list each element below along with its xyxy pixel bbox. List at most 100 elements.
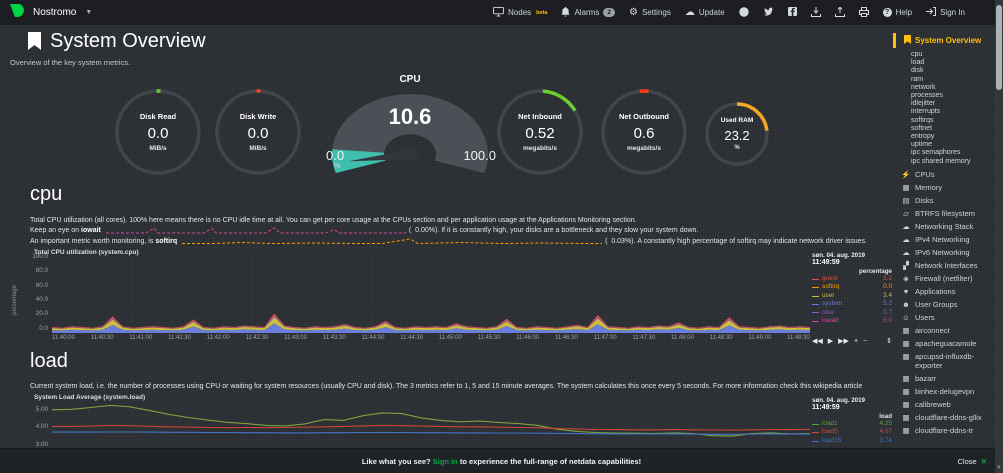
legend-row[interactable]: system 5.2 bbox=[812, 300, 892, 308]
facebook-button[interactable] bbox=[787, 7, 797, 18]
sidebar-item-label: cloudflare-ddns-tr bbox=[915, 425, 974, 435]
sidebar-subitem[interactable]: softirqs bbox=[911, 116, 934, 124]
bookmark-icon bbox=[28, 32, 41, 56]
sidebar-item[interactable]: ☺ Users bbox=[893, 311, 995, 324]
legend-row[interactable]: guest 1.2 bbox=[812, 275, 892, 283]
github-button[interactable] bbox=[738, 6, 749, 19]
page-scrollbar[interactable]: ▼ bbox=[995, 0, 1003, 473]
sidebar-item[interactable]: ▦ cloudflare-ddns-tr bbox=[893, 424, 995, 437]
section-heading-cpu: cpu bbox=[30, 183, 63, 205]
sidebar-item[interactable]: ☁ IPv4 Networking bbox=[893, 233, 995, 246]
legend-row[interactable]: load15 3.74 bbox=[812, 437, 892, 445]
used-ram-gauge[interactable]: Used RAM 23.2 % bbox=[704, 101, 770, 167]
nodes-button[interactable]: Nodes beta bbox=[493, 6, 547, 19]
sidebar-subitem[interactable]: load bbox=[911, 59, 925, 67]
xtick-label: 11:41:00 bbox=[129, 335, 153, 341]
sidebar-item-label: calibreweb bbox=[915, 399, 951, 409]
sidebar-subitem[interactable]: interrupts bbox=[911, 108, 941, 116]
chart-toolbar-button[interactable]: ▶▶ bbox=[838, 338, 849, 345]
legend-row[interactable]: iowait 0.0 bbox=[812, 317, 892, 325]
legend-dimension-name: nice bbox=[822, 308, 834, 316]
sidebar-item[interactable]: ☻ User Groups bbox=[893, 298, 995, 311]
cpu-chart-plot[interactable] bbox=[52, 258, 810, 333]
export-button[interactable] bbox=[834, 5, 845, 19]
xtick-label: 11:46:00 bbox=[516, 335, 540, 341]
xtick-label: 11:43:00 bbox=[284, 335, 308, 341]
sidebar-item[interactable]: ▤ Disks bbox=[893, 194, 995, 207]
help-button[interactable]: ? Help bbox=[882, 8, 912, 17]
cloud-icon: ☁ bbox=[902, 234, 910, 244]
signin-button[interactable]: Sign In bbox=[926, 7, 965, 18]
import-button[interactable] bbox=[810, 6, 821, 19]
sidebar-item[interactable]: ▦ apcupsd-influxdb-exporter bbox=[893, 350, 995, 372]
load-chart-plot[interactable] bbox=[52, 400, 810, 449]
heartbeat-icon: ♥ bbox=[903, 286, 909, 296]
net-inbound-gauge[interactable]: Net Inbound 0.52 megabits/s bbox=[496, 88, 584, 176]
signin-link[interactable]: Sign in bbox=[432, 456, 458, 466]
sidebar-item[interactable]: ▦ bazarr bbox=[893, 372, 995, 385]
ytick-label: 40.0 bbox=[35, 295, 48, 303]
chart-toolbar-button[interactable]: + bbox=[853, 337, 859, 345]
xtick-label: 11:42:30 bbox=[245, 335, 269, 341]
host-selector[interactable]: Nostromo ▼ bbox=[9, 3, 92, 23]
disk-write-gauge[interactable]: Disk Write 0.0 MiB/s bbox=[214, 88, 302, 176]
update-button[interactable]: ☁ Update bbox=[684, 6, 725, 18]
scrollbar-thumb[interactable] bbox=[996, 5, 1002, 90]
sidebar-item-system-overview[interactable]: System Overview bbox=[893, 33, 995, 48]
print-button[interactable] bbox=[858, 6, 869, 19]
sidebar-item[interactable]: ▦ cloudflare-ddns-gllix bbox=[893, 411, 995, 424]
sidebar-subitem[interactable]: ipc shared memory bbox=[911, 157, 971, 165]
sidebar-item[interactable]: ▦ apacheguacamole bbox=[893, 337, 995, 350]
sidebar-subitem[interactable]: network bbox=[911, 83, 936, 91]
net-outbound-gauge[interactable]: Net Outbound 0.6 megabits/s bbox=[600, 88, 688, 176]
sidebar-item[interactable]: ▦ calibreweb bbox=[893, 398, 995, 411]
chart-toolbar-button[interactable]: ⇕ bbox=[886, 338, 892, 345]
sidebar-item[interactable]: ▱ BTRFS filesystem bbox=[893, 207, 995, 220]
sidebar-subitem[interactable]: idlejitter bbox=[911, 100, 936, 108]
chart-toolbar-button[interactable]: ◀◀ bbox=[812, 338, 823, 345]
sidebar-subitem[interactable]: entropy bbox=[911, 133, 935, 141]
sidebar-subitem[interactable]: processes bbox=[911, 92, 943, 100]
sidebar-item[interactable]: ♥ Applications bbox=[893, 285, 995, 298]
chart-toolbar-button[interactable]: ▶ bbox=[827, 338, 834, 345]
settings-button[interactable]: ⚙ Settings bbox=[628, 6, 671, 18]
sidebar-item[interactable]: ▦ Memory bbox=[893, 181, 995, 194]
sidebar-subitem[interactable]: disk bbox=[911, 67, 924, 75]
disk-read-gauge[interactable]: Disk Read 0.0 MiB/s bbox=[114, 88, 202, 176]
sidebar-apps: ▦ airconnect ▦ apacheguacamole ▦ apcupsd… bbox=[893, 324, 995, 437]
sidebar-item[interactable]: ⚡ CPUs bbox=[893, 168, 995, 181]
ytick-label: 80.0 bbox=[35, 267, 48, 275]
twitter-button[interactable] bbox=[763, 7, 774, 18]
sidebar-subitem[interactable]: ipc semaphores bbox=[911, 149, 961, 157]
sidebar-subitem[interactable]: cpu bbox=[911, 51, 923, 58]
legend-row[interactable]: user 3.4 bbox=[812, 292, 892, 300]
cloud-icon: ☁ bbox=[902, 247, 910, 257]
sidebar-item[interactable]: ▦ binhex-delugevpn bbox=[893, 385, 995, 398]
chart-toolbar-button[interactable]: − bbox=[863, 337, 868, 345]
sidebar-subitem[interactable]: ram bbox=[911, 75, 924, 83]
legend-row[interactable]: nice 0.7 bbox=[812, 309, 892, 317]
alarms-button[interactable]: Alarms 2 bbox=[561, 6, 615, 19]
close-icon: ✕ bbox=[980, 456, 987, 466]
gear-icon: ⚙ bbox=[628, 6, 638, 18]
cpu-gauge[interactable]: CPU 10.6 0.0 100.0 % bbox=[322, 74, 498, 199]
sidebar-subitem[interactable]: uptime bbox=[911, 141, 933, 149]
sidebar-item[interactable]: ◈ Firewall (netfilter) bbox=[893, 272, 995, 285]
shield-icon: ◈ bbox=[903, 273, 909, 283]
facebook-icon bbox=[787, 7, 797, 18]
sidebar-item[interactable]: ▞ Network Interfaces bbox=[893, 259, 995, 272]
legend-date: søn. 04. aug. 2019 bbox=[812, 397, 865, 404]
user-icon: ☺ bbox=[902, 312, 910, 322]
scrollbar-down-arrow[interactable]: ▼ bbox=[996, 465, 1002, 471]
legend-row[interactable]: softirq 0.0 bbox=[812, 283, 892, 291]
sidebar-item[interactable]: ▦ airconnect bbox=[893, 324, 995, 337]
sidebar-sections: ⚡ CPUs ▦ Memory ▤ Disks ▱ BTRFS filesyst… bbox=[893, 168, 995, 324]
legend-row[interactable]: load1 4.25 bbox=[812, 420, 892, 428]
sidebar-item[interactable]: ☁ IPv6 Networking bbox=[893, 246, 995, 259]
sidebar-subitem[interactable]: softnet bbox=[911, 124, 933, 132]
legend-row[interactable]: load5 4.07 bbox=[812, 428, 892, 436]
sidebar-item[interactable]: ☁ Networking Stack bbox=[893, 220, 995, 233]
grid-icon: ▦ bbox=[902, 373, 910, 383]
banner-close-button[interactable]: Close ✕ bbox=[957, 456, 987, 466]
github-icon bbox=[738, 6, 749, 19]
